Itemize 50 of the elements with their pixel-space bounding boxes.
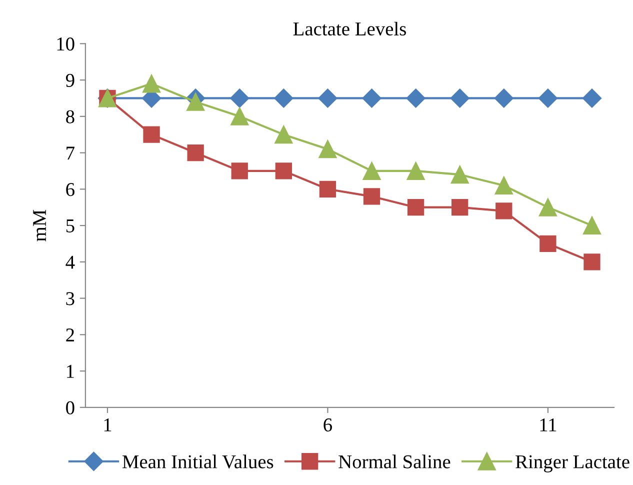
y-tick-label: 5 [66, 220, 74, 232]
y-tick-label: 3 [66, 292, 74, 306]
point [319, 180, 336, 198]
point [318, 88, 338, 108]
point [275, 162, 292, 180]
y-tick-label: 4 [66, 256, 75, 269]
y-axis-title: mM [33, 210, 46, 242]
point [186, 92, 205, 111]
point [231, 162, 248, 180]
y-tick-label: 6 [66, 183, 74, 196]
x-tick-label: 1 [104, 418, 112, 432]
y-tick-label: 8 [66, 110, 74, 124]
y-tick-label: 1 [67, 364, 74, 378]
point [538, 88, 558, 108]
point [450, 166, 469, 184]
point [540, 235, 556, 252]
point [494, 88, 514, 108]
point [538, 198, 557, 216]
point [407, 199, 424, 216]
x-tick-label: 6 [324, 418, 332, 432]
point [582, 88, 602, 108]
x-tick-label: 11 [540, 418, 556, 432]
point [274, 126, 293, 144]
point [142, 74, 161, 93]
point [582, 216, 602, 235]
point [143, 126, 160, 143]
point [187, 144, 204, 162]
point [450, 88, 470, 108]
y-tick-label: 2 [66, 328, 74, 342]
legend-label: Mean Initial Values [122, 454, 274, 468]
y-tick-label: 9 [66, 74, 74, 87]
point [452, 199, 468, 216]
point [406, 88, 426, 108]
point [362, 88, 382, 108]
point [496, 202, 512, 220]
point [363, 188, 380, 205]
y-tick-label: 0 [66, 401, 74, 414]
y-tick-label: 7 [66, 146, 74, 160]
legend-label: Normal Saline [338, 454, 450, 468]
point [362, 162, 381, 180]
point [230, 88, 250, 108]
point [230, 107, 249, 126]
y-tick-label: 10 [57, 37, 74, 51]
point [318, 140, 337, 158]
chart-title: Lactate Levels [293, 22, 406, 36]
point [494, 176, 513, 195]
point [406, 162, 425, 180]
point [584, 254, 600, 270]
legend-label: Ringer Lactate [516, 455, 630, 472]
point [274, 88, 294, 108]
